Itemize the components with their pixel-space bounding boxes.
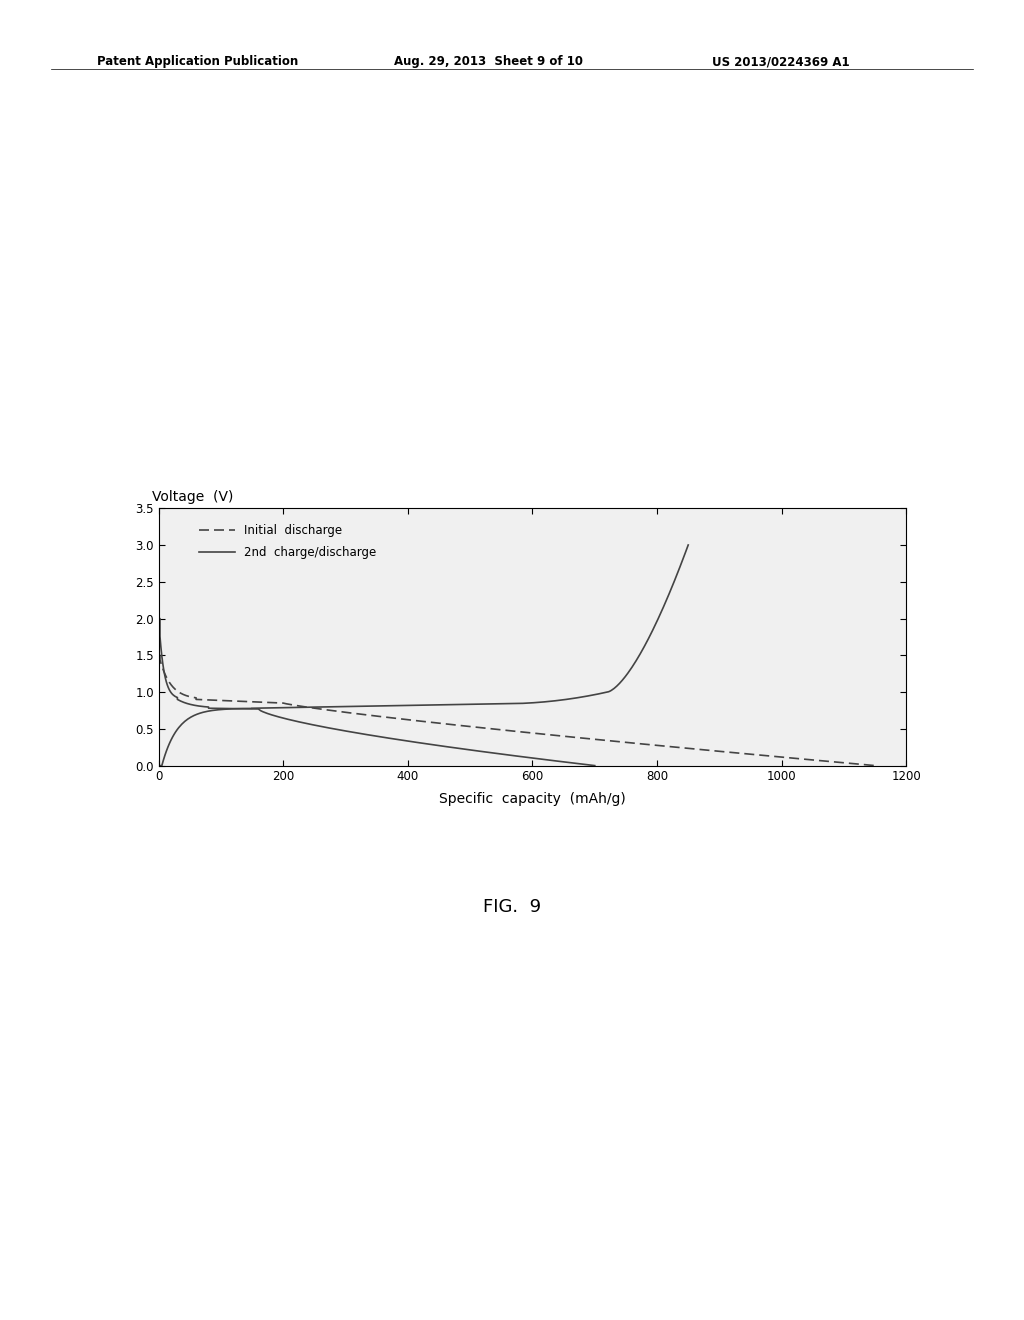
2nd  charge/discharge [389, 698, 401, 714]
Initial  discharge [830, 754, 843, 770]
Text: FIG.  9: FIG. 9 [483, 898, 541, 916]
Text: Patent Application Publication: Patent Application Publication [97, 55, 299, 69]
Initial  discharge [869, 758, 882, 774]
2nd  charge/discharge [245, 701, 257, 717]
Text: Voltage  (V): Voltage (V) [152, 490, 232, 504]
2nd  charge/discharge [667, 577, 679, 593]
Initial  discharge [262, 694, 274, 710]
Initial  discharge [562, 729, 574, 744]
Initial  discharge [399, 711, 412, 727]
Text: Aug. 29, 2013  Sheet 9 of 10: Aug. 29, 2013 Sheet 9 of 10 [394, 55, 584, 69]
Initial  discharge [153, 647, 165, 663]
Line: Initial  discharge: Initial discharge [159, 655, 876, 766]
Text: US 2013/0224369 A1: US 2013/0224369 A1 [712, 55, 849, 69]
2nd  charge/discharge [503, 696, 515, 711]
2nd  charge/discharge [682, 537, 694, 553]
Initial  discharge [759, 747, 771, 763]
Initial  discharge [842, 755, 854, 771]
2nd  charge/discharge [154, 758, 166, 774]
X-axis label: Specific  capacity  (mAh/g): Specific capacity (mAh/g) [439, 792, 626, 805]
Legend: Initial  discharge, 2nd  charge/discharge: Initial discharge, 2nd charge/discharge [195, 519, 381, 564]
Line: 2nd  charge/discharge: 2nd charge/discharge [159, 545, 688, 766]
2nd  charge/discharge [631, 651, 643, 667]
2nd  charge/discharge [153, 758, 165, 774]
